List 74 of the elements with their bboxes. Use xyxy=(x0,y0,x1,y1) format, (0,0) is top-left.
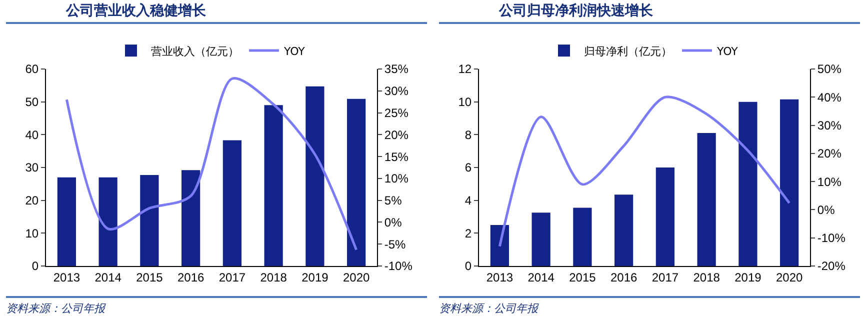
bar xyxy=(140,175,159,266)
x-tick-label: 2017 xyxy=(218,270,246,284)
bar xyxy=(264,105,283,266)
y2-tick-label: -5% xyxy=(384,237,406,252)
bar xyxy=(780,99,799,266)
x-tick-label: 2019 xyxy=(734,270,762,284)
bar xyxy=(738,102,758,266)
text: 资料来源：公司年报 xyxy=(6,296,427,320)
x-tick-label: 2019 xyxy=(302,270,329,284)
legend-label: 归母净利（亿元） xyxy=(584,44,672,58)
y-tick-label: 4 xyxy=(464,194,472,208)
y2-tick-label: 40% xyxy=(817,90,842,104)
y2-tick-label: 30% xyxy=(384,84,409,98)
bar xyxy=(614,194,634,266)
bar xyxy=(57,177,76,266)
legend-label: YOY xyxy=(283,44,306,58)
y2-tick-label: -20% xyxy=(817,259,846,274)
y2-tick-label: 20% xyxy=(384,128,409,142)
y-tick-label: 0 xyxy=(464,259,472,274)
x-tick-label: 2017 xyxy=(652,270,679,284)
y-tick-label: 8 xyxy=(464,128,472,142)
y-tick-label: 0 xyxy=(32,259,39,274)
y-tick-label: 2 xyxy=(464,226,472,240)
bar xyxy=(532,212,550,266)
bar xyxy=(573,208,592,266)
y-tick-label: 10 xyxy=(25,226,39,240)
chart-title: 公司营业收入稳健增长 xyxy=(6,0,427,24)
bar xyxy=(222,140,242,266)
x-tick-label: 2014 xyxy=(528,270,555,284)
x-tick-label: 2020 xyxy=(342,270,370,284)
y-tick-label: 12 xyxy=(458,62,472,76)
y-tick-label: 20 xyxy=(25,194,39,208)
y-tick-label: 50 xyxy=(25,95,39,110)
y-tick-label: 30 xyxy=(25,160,39,175)
chart-title: 公司归母净利润快速增长 xyxy=(439,0,860,24)
y2-tick-label: 20% xyxy=(817,146,842,161)
x-tick-label: 2018 xyxy=(693,270,720,284)
y2-tick-label: 10% xyxy=(817,174,842,189)
bar xyxy=(490,224,509,266)
y-tick-label: 6 xyxy=(464,160,472,175)
y2-tick-label: 15% xyxy=(384,150,409,164)
y2-tick-label: 30% xyxy=(817,118,842,132)
x-tick-label: 2013 xyxy=(486,270,514,284)
bar xyxy=(306,86,324,266)
y2-tick-label: -10% xyxy=(817,231,846,246)
bar xyxy=(697,133,716,266)
y2-tick-label: 25% xyxy=(384,106,409,120)
y2-tick-label: 0% xyxy=(817,202,836,217)
y2-tick-label: 50% xyxy=(817,62,842,76)
line-series xyxy=(498,96,791,248)
bar xyxy=(98,177,118,266)
bar xyxy=(656,168,674,266)
y2-tick-label: 5% xyxy=(384,194,402,208)
y2-tick-label: 10% xyxy=(384,172,409,186)
y2-tick-label: -10% xyxy=(384,259,413,274)
y2-tick-label: 35% xyxy=(384,62,409,76)
x-tick-label: 2013 xyxy=(53,270,80,284)
y-tick-label: 60 xyxy=(25,62,39,76)
x-tick-label: 2015 xyxy=(569,270,596,284)
x-tick-label: 2014 xyxy=(94,270,122,284)
y-tick-label: 40 xyxy=(25,128,39,142)
bar xyxy=(182,170,200,266)
x-tick-label: 2016 xyxy=(177,270,204,284)
y2-tick-label: 0% xyxy=(384,215,402,230)
bar xyxy=(347,98,366,266)
x-tick-label: 2020 xyxy=(776,270,803,284)
x-tick-label: 2018 xyxy=(260,270,288,284)
x-tick-label: 2016 xyxy=(610,270,638,284)
y-tick-label: 10 xyxy=(458,95,472,110)
x-tick-label: 2015 xyxy=(136,270,164,284)
legend-label: YOY xyxy=(716,44,738,58)
text: 资料来源：公司年报 xyxy=(439,296,860,320)
line-series xyxy=(65,77,358,252)
legend-label: 营业收入（亿元） xyxy=(151,44,239,58)
